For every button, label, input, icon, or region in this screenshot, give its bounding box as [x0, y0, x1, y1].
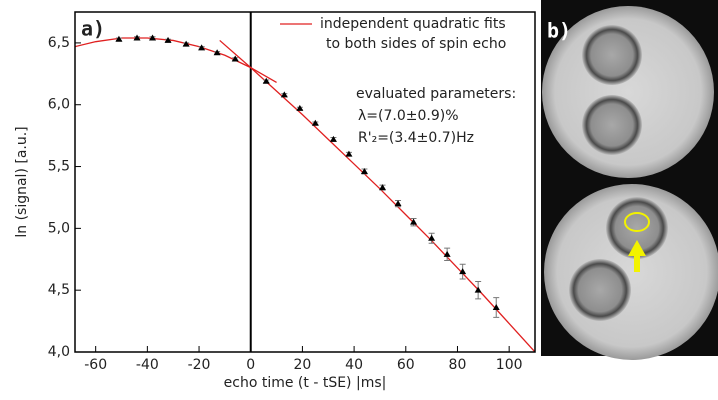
data-point — [330, 136, 337, 142]
tube — [582, 95, 642, 155]
data-point — [198, 44, 205, 50]
y-tick-label: 4,0 — [48, 344, 70, 360]
fit-line — [70, 38, 277, 83]
x-tick-label: 80 — [449, 357, 467, 373]
y-axis-label: ln (signal) [a.u.] — [14, 126, 30, 237]
plot-frame — [75, 12, 535, 352]
panel-label: a) — [81, 17, 105, 41]
mri-image: b) — [541, 0, 718, 360]
y-tick-label: 5,5 — [48, 159, 70, 175]
x-tick-label: 20 — [294, 357, 312, 373]
y-tick-label: 6,0 — [48, 97, 70, 113]
y-tick-label: 5,0 — [48, 220, 70, 236]
x-tick-label: -20 — [188, 357, 211, 373]
page: b) -60 -40 -20 0 20 40 60 80 100 4,0 4,5 5,0 5,5 6,0 6… — [0, 0, 718, 400]
annotation: λ=(7.0±0.9)% — [358, 108, 459, 124]
x-tick-label: 40 — [345, 357, 363, 373]
data-point — [281, 91, 288, 97]
tube — [569, 259, 631, 321]
x-tick-label: 0 — [246, 357, 255, 373]
x-tick-label: -40 — [136, 357, 159, 373]
data-point — [149, 34, 156, 40]
x-tick-label: 100 — [496, 357, 523, 373]
annotation: R'₂=(3.4±0.7)Hz — [358, 130, 474, 146]
figure: b) -60 -40 -20 0 20 40 60 80 100 4,0 4,5 5,0 5,5 6,0 6… — [0, 0, 718, 396]
y-tick-label: 4,5 — [48, 282, 70, 298]
image-panel-label: b) — [547, 19, 571, 43]
data-point — [345, 151, 352, 157]
x-tick-label: -60 — [84, 357, 107, 373]
legend-label: independent quadratic fits — [320, 16, 506, 32]
data-point — [296, 105, 303, 111]
tube — [582, 25, 642, 85]
x-axis-label: echo time (t - tSE) |ms| — [224, 375, 387, 391]
annotation: evaluated parameters: — [356, 86, 516, 102]
data-point — [312, 120, 319, 126]
plot: -60 -40 -20 0 20 40 60 80 100 4,0 4,5 5,0 5,5 6,0 6,5 e… — [14, 12, 535, 391]
x-tick-label: 60 — [397, 357, 415, 373]
legend-label: to both sides of spin echo — [326, 36, 506, 52]
y-tick-label: 6,5 — [48, 35, 70, 51]
